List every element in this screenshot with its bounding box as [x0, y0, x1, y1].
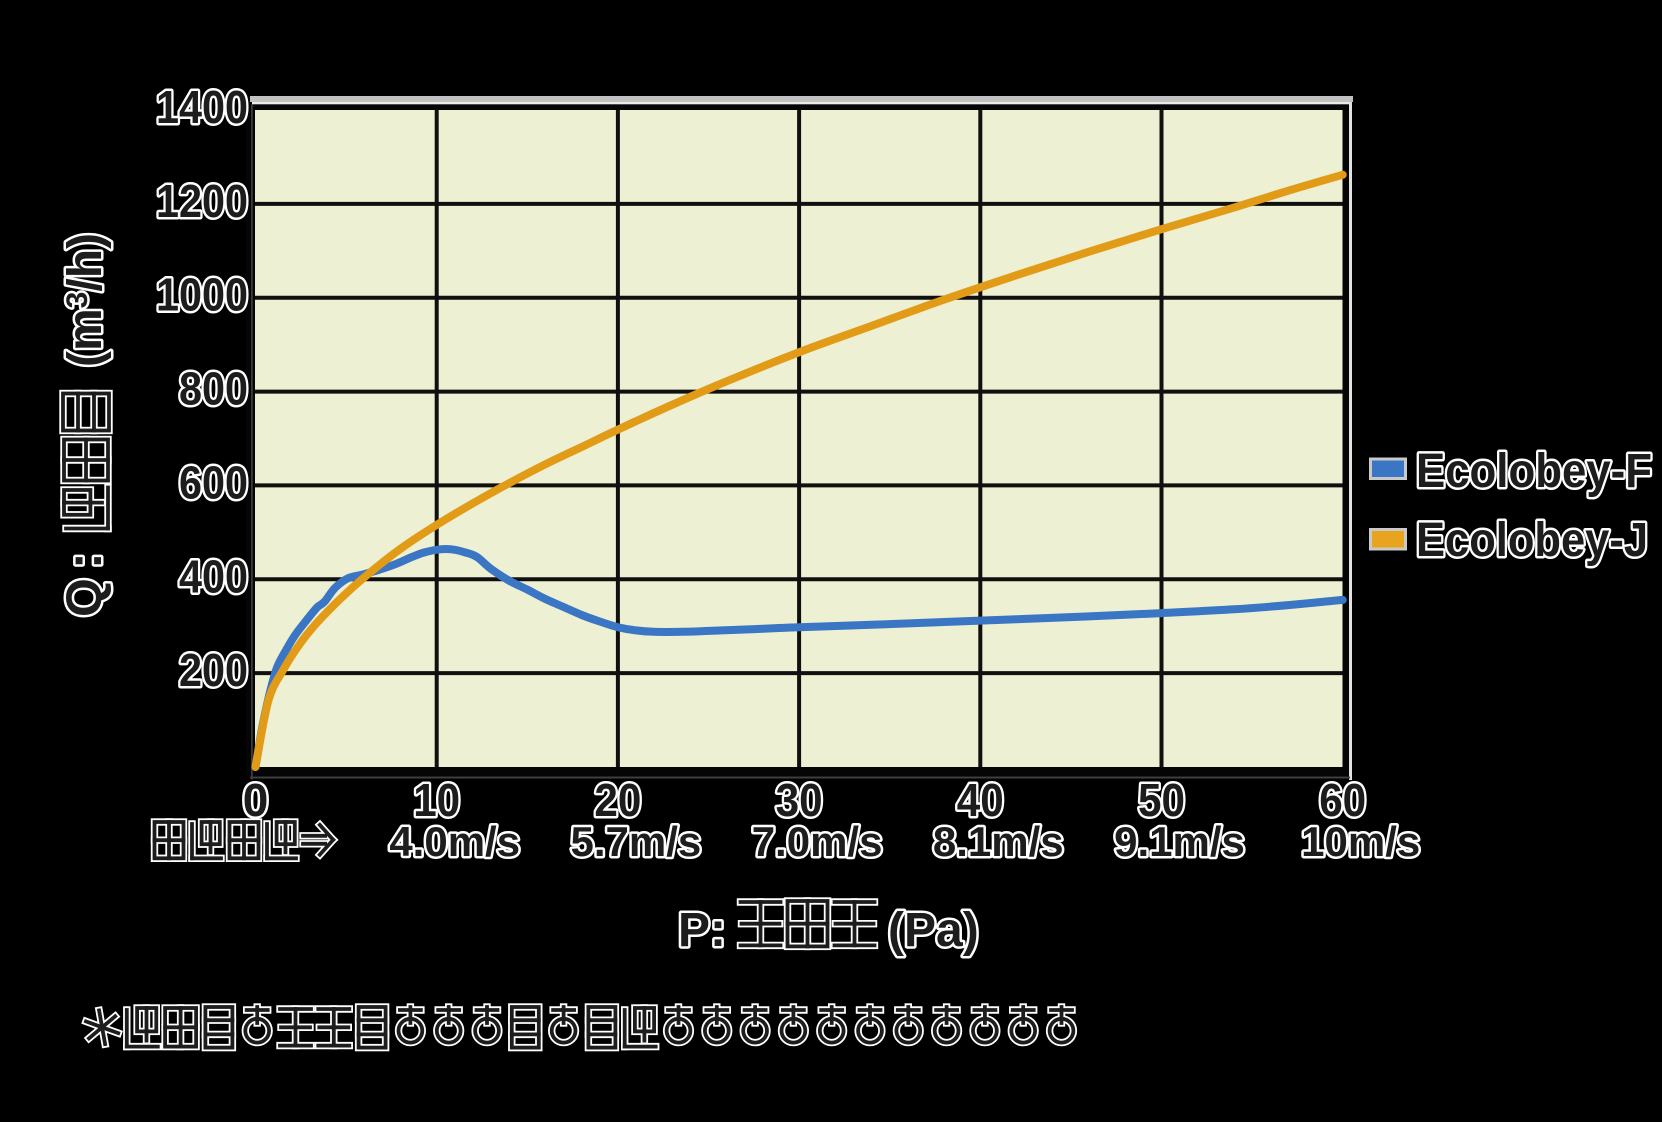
svg-text:600: 600 [179, 456, 248, 508]
svg-text:7.0m/s: 7.0m/s [752, 818, 883, 865]
svg-text:10: 10 [413, 774, 460, 826]
svg-text:(Pa): (Pa) [888, 904, 979, 957]
svg-text:60: 60 [1319, 774, 1366, 826]
svg-text:4.0m/s: 4.0m/s [389, 818, 520, 865]
svg-text:800: 800 [179, 363, 248, 415]
svg-text:0: 0 [243, 774, 269, 826]
svg-text::: : [56, 552, 112, 569]
svg-text:1200: 1200 [156, 175, 248, 227]
svg-text:Ecolobey-F: Ecolobey-F [1416, 445, 1652, 498]
svg-text:8.1m/s: 8.1m/s [933, 818, 1064, 865]
svg-text:1400: 1400 [156, 81, 248, 133]
svg-text:P:: P: [678, 904, 726, 957]
svg-text:400: 400 [179, 550, 248, 602]
svg-text:Q: Q [56, 578, 112, 617]
svg-text:9.1m/s: 9.1m/s [1114, 818, 1245, 865]
svg-text:Ecolobey-J: Ecolobey-J [1416, 514, 1648, 567]
svg-text:200: 200 [179, 644, 248, 696]
svg-text:50: 50 [1138, 774, 1185, 826]
svg-text:5.7m/s: 5.7m/s [571, 818, 702, 865]
svg-text:1000: 1000 [156, 269, 248, 321]
svg-text:30: 30 [776, 774, 823, 826]
svg-text:10m/s: 10m/s [1301, 818, 1420, 865]
svg-text:20: 20 [594, 774, 641, 826]
svg-text:40: 40 [957, 774, 1004, 826]
